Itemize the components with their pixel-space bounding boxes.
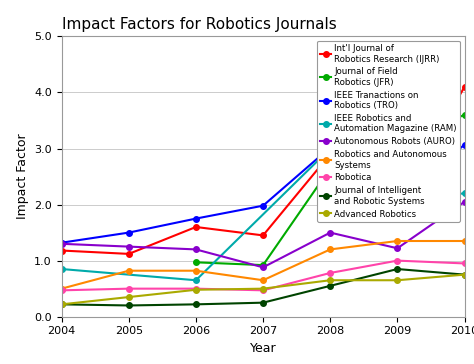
IEEE Robotics and
Automation Magazine (RAM) bbox=[394, 197, 400, 201]
IEEE Tranactions on
Robotics (TRO) bbox=[328, 145, 333, 150]
Y-axis label: Impact Factor: Impact Factor bbox=[16, 134, 28, 219]
Journal of Field
Robotics (JFR) bbox=[260, 263, 266, 267]
Line: IEEE Tranactions on
Robotics (TRO): IEEE Tranactions on Robotics (TRO) bbox=[59, 142, 467, 245]
Int'l Journal of
Robotics Research (IJRR) bbox=[193, 225, 199, 229]
Line: Autonomous Robots (AURO): Autonomous Robots (AURO) bbox=[59, 199, 467, 270]
Robotics and Autonomous
Systems bbox=[462, 239, 467, 243]
Advanced Robotics bbox=[126, 295, 132, 299]
Advanced Robotics bbox=[462, 272, 467, 277]
Autonomous Robots (AURO) bbox=[193, 247, 199, 252]
Robotica bbox=[260, 288, 266, 293]
Journal of Intelligent
and Robotic Systems bbox=[260, 301, 266, 305]
IEEE Robotics and
Automation Magazine (RAM) bbox=[193, 278, 199, 282]
Legend: Int'l Journal of
Robotics Research (IJRR), Journal of Field
Robotics (JFR), IEEE: Int'l Journal of Robotics Research (IJRR… bbox=[317, 41, 460, 222]
Int'l Journal of
Robotics Research (IJRR) bbox=[260, 233, 266, 238]
Autonomous Robots (AURO) bbox=[462, 199, 467, 204]
Journal of Intelligent
and Robotic Systems bbox=[193, 302, 199, 306]
Robotica bbox=[193, 286, 199, 291]
Advanced Robotics bbox=[59, 302, 64, 306]
IEEE Robotics and
Automation Magazine (RAM) bbox=[328, 146, 333, 151]
Journal of Intelligent
and Robotic Systems bbox=[462, 272, 467, 277]
Int'l Journal of
Robotics Research (IJRR) bbox=[126, 252, 132, 256]
Robotica bbox=[462, 261, 467, 266]
Advanced Robotics bbox=[260, 286, 266, 291]
Robotica bbox=[394, 258, 400, 263]
Robotics and Autonomous
Systems bbox=[394, 239, 400, 243]
Int'l Journal of
Robotics Research (IJRR) bbox=[462, 85, 467, 89]
IEEE Robotics and
Automation Magazine (RAM) bbox=[462, 191, 467, 195]
Advanced Robotics bbox=[328, 278, 333, 282]
Robotics and Autonomous
Systems bbox=[328, 247, 333, 252]
Journal of Field
Robotics (JFR) bbox=[328, 166, 333, 170]
Journal of Intelligent
and Robotic Systems bbox=[126, 303, 132, 308]
Line: Int'l Journal of
Robotics Research (IJRR): Int'l Journal of Robotics Research (IJRR… bbox=[59, 84, 467, 257]
Journal of Intelligent
and Robotic Systems bbox=[328, 284, 333, 288]
Robotica bbox=[126, 286, 132, 291]
Journal of Field
Robotics (JFR) bbox=[193, 260, 199, 265]
Line: Journal of Field
Robotics (JFR): Journal of Field Robotics (JFR) bbox=[193, 112, 467, 268]
Robotics and Autonomous
Systems bbox=[126, 269, 132, 273]
Journal of Intelligent
and Robotic Systems bbox=[394, 267, 400, 271]
Autonomous Robots (AURO) bbox=[126, 245, 132, 249]
Robotics and Autonomous
Systems bbox=[193, 269, 199, 273]
IEEE Tranactions on
Robotics (TRO) bbox=[394, 199, 400, 204]
Line: Advanced Robotics: Advanced Robotics bbox=[59, 272, 467, 307]
Line: Robotica: Robotica bbox=[59, 258, 467, 293]
Robotica bbox=[328, 271, 333, 275]
Robotica bbox=[59, 288, 64, 293]
IEEE Tranactions on
Robotics (TRO) bbox=[193, 216, 199, 221]
Autonomous Robots (AURO) bbox=[59, 242, 64, 246]
Advanced Robotics bbox=[394, 278, 400, 282]
Int'l Journal of
Robotics Research (IJRR) bbox=[328, 152, 333, 156]
Robotics and Autonomous
Systems bbox=[260, 278, 266, 282]
Line: IEEE Robotics and
Automation Magazine (RAM): IEEE Robotics and Automation Magazine (R… bbox=[59, 146, 467, 283]
Int'l Journal of
Robotics Research (IJRR) bbox=[394, 201, 400, 206]
Line: Robotics and Autonomous
Systems: Robotics and Autonomous Systems bbox=[59, 238, 467, 292]
Advanced Robotics bbox=[193, 288, 199, 292]
IEEE Tranactions on
Robotics (TRO) bbox=[462, 142, 467, 147]
IEEE Tranactions on
Robotics (TRO) bbox=[59, 241, 64, 245]
Journal of Field
Robotics (JFR) bbox=[462, 113, 467, 117]
IEEE Robotics and
Automation Magazine (RAM) bbox=[59, 267, 64, 271]
Line: Journal of Intelligent
and Robotic Systems: Journal of Intelligent and Robotic Syste… bbox=[59, 266, 467, 308]
Autonomous Robots (AURO) bbox=[260, 265, 266, 269]
Journal of Intelligent
and Robotic Systems bbox=[59, 302, 64, 306]
IEEE Tranactions on
Robotics (TRO) bbox=[260, 203, 266, 208]
Text: Impact Factors for Robotics Journals: Impact Factors for Robotics Journals bbox=[62, 17, 337, 32]
X-axis label: Year: Year bbox=[250, 342, 276, 355]
Robotics and Autonomous
Systems bbox=[59, 286, 64, 291]
IEEE Tranactions on
Robotics (TRO) bbox=[126, 230, 132, 235]
Autonomous Robots (AURO) bbox=[328, 230, 333, 235]
Int'l Journal of
Robotics Research (IJRR) bbox=[59, 248, 64, 253]
Autonomous Robots (AURO) bbox=[394, 246, 400, 250]
